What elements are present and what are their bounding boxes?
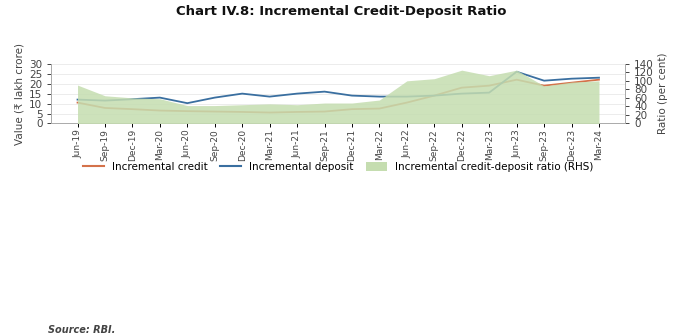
Y-axis label: Value (₹ lakh crore): Value (₹ lakh crore)	[15, 43, 25, 145]
Legend: Incremental credit, Incremental deposit, Incremental credit-deposit ratio (RHS): Incremental credit, Incremental deposit,…	[83, 162, 594, 172]
Text: Source: RBI.: Source: RBI.	[48, 325, 115, 335]
Text: Chart IV.8: Incremental Credit-Deposit Ratio: Chart IV.8: Incremental Credit-Deposit R…	[176, 5, 507, 18]
Y-axis label: Ratio (per cent): Ratio (per cent)	[658, 53, 668, 134]
